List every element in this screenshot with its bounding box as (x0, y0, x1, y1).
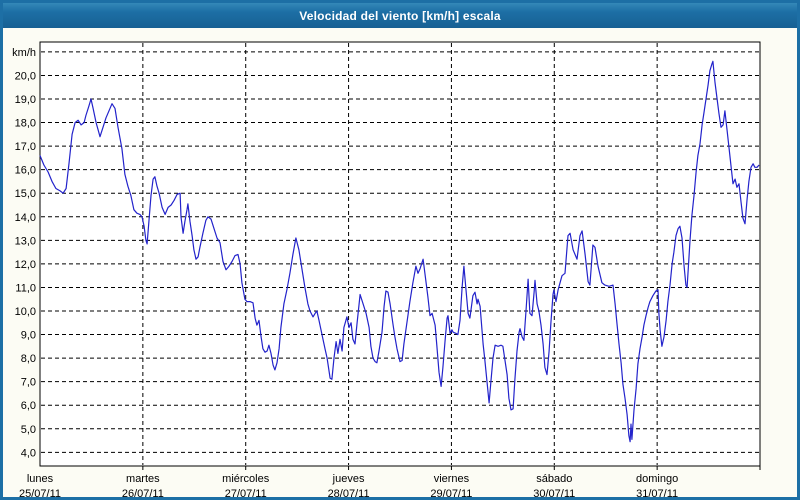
day-name-label: domingo (636, 473, 678, 485)
wind-speed-chart: 20,0 19,0 18,0 17,0 16,0 15,0 14,0 13,0 12,0 11,0… (12, 41, 761, 497)
chart-area: 20,0 19,0 18,0 17,0 16,0 15,0 14,0 13,0 12,0 11,0… (3, 28, 797, 497)
horizontal-gridlines (41, 51, 759, 453)
y-tick-label: 12,0 (15, 259, 36, 271)
plot-frame (39, 41, 761, 467)
day-date-label: 26/07/11 (122, 488, 164, 497)
day-date-label: 30/07/11 (533, 488, 575, 497)
y-tick-label: 17,0 (15, 141, 36, 153)
day-name-label: miércoles (222, 473, 270, 485)
y-tick-label: 14,0 (15, 212, 36, 224)
y-tick-label: 5,0 (21, 424, 36, 436)
day-name-label: sábado (536, 473, 572, 485)
day-date-label: 25/07/11 (19, 488, 61, 497)
day-boundary-gridlines (142, 43, 658, 465)
y-tick-label: 13,0 (15, 235, 36, 247)
y-tick-label: 6,0 (21, 400, 36, 412)
y-tick-label: 18,0 (15, 118, 36, 130)
x-axis-ticks (142, 466, 761, 470)
y-tick-label: 11,0 (15, 282, 36, 294)
y-tick-label: 7,0 (21, 377, 36, 389)
chart-title-bar: Velocidad del viento [km/h] escala (3, 3, 797, 28)
x-axis-day-labels: lunes 25/07/11 martes 26/07/11 miércoles 27/0… (19, 473, 678, 497)
plot-background (40, 42, 760, 466)
y-tick-label: 10,0 (15, 306, 36, 318)
y-axis-labels: 20,0 19,0 18,0 17,0 16,0 15,0 14,0 13,0 12,0 11,0… (15, 70, 36, 459)
y-tick-label: 16,0 (15, 165, 36, 177)
y-tick-label: 9,0 (21, 330, 36, 342)
y-tick-label: 15,0 (15, 188, 36, 200)
y-tick-label: 4,0 (21, 447, 36, 459)
y-tick-label: 19,0 (15, 94, 36, 106)
chart-title: Velocidad del viento [km/h] escala (299, 8, 501, 23)
y-tick-label: 8,0 (21, 353, 36, 365)
day-date-label: 28/07/11 (328, 488, 370, 497)
day-name-label: jueves (332, 473, 365, 485)
day-date-label: 29/07/11 (430, 488, 472, 497)
day-name-label: martes (126, 473, 160, 485)
wind-speed-line (39, 60, 760, 443)
day-date-label: 27/07/11 (225, 488, 267, 497)
y-axis-unit-label: km/h (12, 47, 36, 59)
day-name-label: viernes (434, 473, 470, 485)
y-tick-label: 20,0 (15, 70, 36, 82)
day-name-label: lunes (27, 473, 54, 485)
day-date-label: 31/07/11 (636, 488, 678, 497)
